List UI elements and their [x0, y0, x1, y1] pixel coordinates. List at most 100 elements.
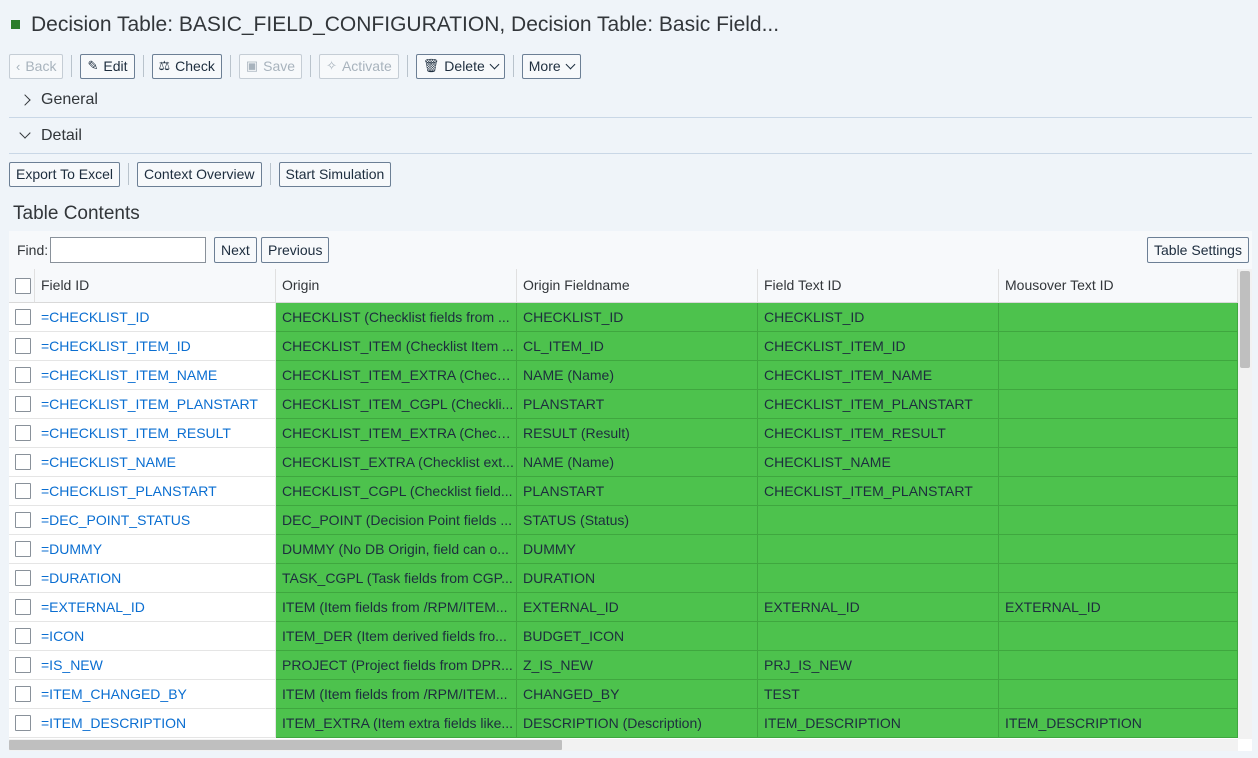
field-text-id-cell[interactable]	[758, 564, 999, 593]
previous-button[interactable]: Previous	[261, 237, 330, 263]
row-select-checkbox[interactable]	[15, 454, 31, 470]
column-header-origin-fieldname[interactable]: Origin Fieldname	[517, 269, 758, 303]
field-id-cell[interactable]: =IS_NEW	[35, 651, 276, 680]
mouseover-text-id-cell[interactable]	[999, 535, 1238, 564]
mouseover-text-id-cell[interactable]: ITEM_DESCRIPTION	[999, 709, 1238, 738]
field-id-cell[interactable]: =ITEM_CHANGED_BY	[35, 680, 276, 709]
table-row[interactable]: =CHECKLIST_ITEM_RESULT CHECKLIST_ITEM_EXT…	[9, 419, 1238, 448]
field-id-cell[interactable]: =ICON	[35, 622, 276, 651]
field-id-cell[interactable]: =DUMMY	[35, 535, 276, 564]
field-id-cell[interactable]: =CHECKLIST_ITEM_PLANSTART	[35, 390, 276, 419]
origin-fieldname-cell[interactable]: CHANGED_BY	[517, 680, 758, 709]
field-text-id-cell[interactable]: CHECKLIST_NAME	[758, 448, 999, 477]
row-select-checkbox[interactable]	[15, 483, 31, 499]
field-id-cell[interactable]: =DURATION	[35, 564, 276, 593]
row-select-checkbox[interactable]	[15, 541, 31, 557]
field-text-id-cell[interactable]: CHECKLIST_ID	[758, 303, 999, 332]
back-button[interactable]: ‹ Back	[9, 53, 64, 79]
next-button[interactable]: Next	[214, 237, 257, 263]
origin-fieldname-cell[interactable]: DESCRIPTION (Description)	[517, 709, 758, 738]
vertical-scrollbar[interactable]	[1238, 269, 1252, 739]
origin-cell[interactable]: CHECKLIST_ITEM_EXTRA (Checkl...	[276, 419, 517, 448]
mouseover-text-id-cell[interactable]	[999, 448, 1238, 477]
table-row[interactable]: =CHECKLIST_ITEM_PLANSTART CHECKLIST_ITEM_…	[9, 390, 1238, 419]
mouseover-text-id-cell[interactable]	[999, 332, 1238, 361]
field-text-id-cell[interactable]	[758, 535, 999, 564]
row-select-checkbox[interactable]	[15, 396, 31, 412]
origin-fieldname-cell[interactable]: STATUS (Status)	[517, 506, 758, 535]
origin-fieldname-cell[interactable]: PLANSTART	[517, 390, 758, 419]
row-select-checkbox[interactable]	[15, 686, 31, 702]
table-row[interactable]: =ITEM_CHANGED_BY ITEM (Item fields from /…	[9, 680, 1238, 709]
table-row[interactable]: =ICON ITEM_DER (Item derived fields fro..…	[9, 622, 1238, 651]
table-row[interactable]: =DURATION TASK_CGPL (Task fields from CGP…	[9, 564, 1238, 593]
field-id-cell[interactable]: =CHECKLIST_ITEM_RESULT	[35, 419, 276, 448]
origin-cell[interactable]: ITEM_EXTRA (Item extra fields like...	[276, 709, 517, 738]
origin-cell[interactable]: ITEM (Item fields from /RPM/ITEM...	[276, 593, 517, 622]
more-button[interactable]: More	[521, 53, 581, 79]
origin-fieldname-cell[interactable]: Z_IS_NEW	[517, 651, 758, 680]
row-select-checkbox[interactable]	[15, 628, 31, 644]
row-select-checkbox[interactable]	[15, 570, 31, 586]
origin-cell[interactable]: DEC_POINT (Decision Point fields ...	[276, 506, 517, 535]
mouseover-text-id-cell[interactable]	[999, 622, 1238, 651]
origin-cell[interactable]: ITEM (Item fields from /RPM/ITEM...	[276, 680, 517, 709]
table-row[interactable]: =CHECKLIST_ID CHECKLIST (Checklist fields…	[9, 303, 1238, 332]
field-text-id-cell[interactable]: TEST	[758, 680, 999, 709]
mouseover-text-id-cell[interactable]	[999, 390, 1238, 419]
table-row[interactable]: =EXTERNAL_ID ITEM (Item fields from /RPM/…	[9, 593, 1238, 622]
column-header-field-text-id[interactable]: Field Text ID	[758, 269, 999, 303]
section-detail[interactable]: Detail	[9, 120, 1252, 154]
field-text-id-cell[interactable]: CHECKLIST_ITEM_ID	[758, 332, 999, 361]
column-header-origin[interactable]: Origin	[276, 269, 517, 303]
section-general[interactable]: General	[9, 84, 1252, 118]
origin-cell[interactable]: TASK_CGPL (Task fields from CGP...	[276, 564, 517, 593]
horizontal-scroll-thumb[interactable]	[9, 740, 562, 750]
field-id-cell[interactable]: =CHECKLIST_ITEM_ID	[35, 332, 276, 361]
field-text-id-cell[interactable]: CHECKLIST_ITEM_PLANSTART	[758, 390, 999, 419]
origin-fieldname-cell[interactable]: DUMMY	[517, 535, 758, 564]
origin-fieldname-cell[interactable]: NAME (Name)	[517, 448, 758, 477]
row-select-checkbox[interactable]	[15, 367, 31, 383]
mouseover-text-id-cell[interactable]	[999, 651, 1238, 680]
origin-fieldname-cell[interactable]: CL_ITEM_ID	[517, 332, 758, 361]
origin-fieldname-cell[interactable]: DURATION	[517, 564, 758, 593]
origin-cell[interactable]: CHECKLIST_CGPL (Checklist field...	[276, 477, 517, 506]
field-text-id-cell[interactable]: CHECKLIST_ITEM_PLANSTART	[758, 477, 999, 506]
mouseover-text-id-cell[interactable]	[999, 564, 1238, 593]
origin-fieldname-cell[interactable]: EXTERNAL_ID	[517, 593, 758, 622]
row-select-checkbox[interactable]	[15, 512, 31, 528]
row-select-checkbox[interactable]	[15, 309, 31, 325]
origin-fieldname-cell[interactable]: NAME (Name)	[517, 361, 758, 390]
select-all-checkbox[interactable]	[15, 278, 31, 294]
table-row[interactable]: =IS_NEW PROJECT (Project fields from DPR.…	[9, 651, 1238, 680]
origin-cell[interactable]: DUMMY (No DB Origin, field can o...	[276, 535, 517, 564]
delete-button[interactable]: 🗑 Delete	[415, 53, 505, 79]
context-overview-button[interactable]: Context Overview	[137, 161, 262, 187]
table-row[interactable]: =CHECKLIST_ITEM_NAME CHECKLIST_ITEM_EXTRA…	[9, 361, 1238, 390]
origin-fieldname-cell[interactable]: RESULT (Result)	[517, 419, 758, 448]
mouseover-text-id-cell[interactable]	[999, 361, 1238, 390]
column-header-field-id[interactable]: Field ID	[35, 269, 276, 303]
field-id-cell[interactable]: =EXTERNAL_ID	[35, 593, 276, 622]
origin-fieldname-cell[interactable]: BUDGET_ICON	[517, 622, 758, 651]
column-header-mouseover-text-id[interactable]: Mousover Text ID	[999, 269, 1238, 303]
table-row[interactable]: =DEC_POINT_STATUS DEC_POINT (Decision Poi…	[9, 506, 1238, 535]
field-id-cell[interactable]: =CHECKLIST_ITEM_NAME	[35, 361, 276, 390]
table-row[interactable]: =CHECKLIST_NAME CHECKLIST_EXTRA (Checklis…	[9, 448, 1238, 477]
origin-cell[interactable]: CHECKLIST_ITEM_CGPL (Checkli...	[276, 390, 517, 419]
origin-fieldname-cell[interactable]: CHECKLIST_ID	[517, 303, 758, 332]
mouseover-text-id-cell[interactable]	[999, 477, 1238, 506]
mouseover-text-id-cell[interactable]: EXTERNAL_ID	[999, 593, 1238, 622]
field-text-id-cell[interactable]: ITEM_DESCRIPTION	[758, 709, 999, 738]
edit-button[interactable]: ✎ Edit	[80, 53, 135, 79]
mouseover-text-id-cell[interactable]	[999, 506, 1238, 535]
mouseover-text-id-cell[interactable]	[999, 419, 1238, 448]
field-id-cell[interactable]: =CHECKLIST_NAME	[35, 448, 276, 477]
vertical-scroll-thumb[interactable]	[1240, 271, 1250, 368]
horizontal-scrollbar[interactable]	[9, 739, 1238, 751]
field-text-id-cell[interactable]: EXTERNAL_ID	[758, 593, 999, 622]
find-input[interactable]	[50, 237, 206, 263]
row-select-checkbox[interactable]	[15, 599, 31, 615]
field-text-id-cell[interactable]	[758, 506, 999, 535]
